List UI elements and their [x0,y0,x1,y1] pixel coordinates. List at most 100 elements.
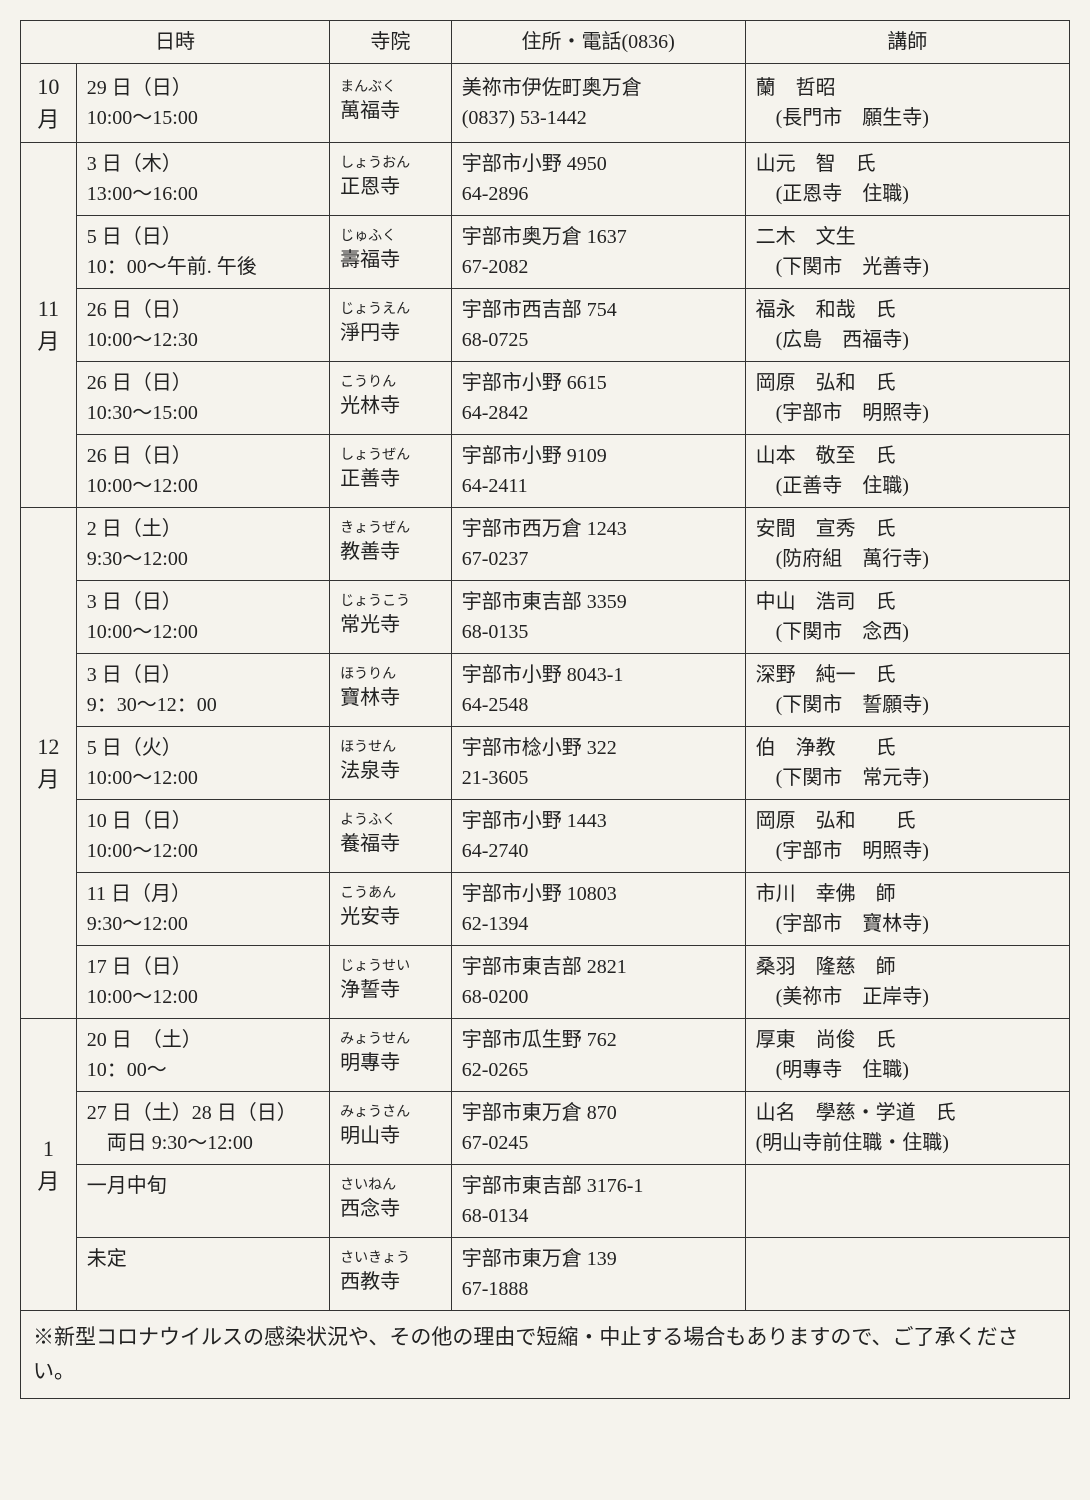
address-line1: 宇部市小野 9109 [462,445,607,467]
lecturer-cell: 伯 浄教 氏 (下関市 常元寺) [745,727,1069,800]
lecturer-name: 二木 文生 [756,226,856,248]
date-cell: 26 日（日）10:00～12:00 [76,435,329,508]
date-cell: 5 日（火） 10:00～12:00 [76,727,329,800]
lecturer-affiliation: (正善寺 住職) [756,475,909,497]
temple-cell: しょうおん正恩寺 [330,143,452,216]
note-row: ※新型コロナウイルスの感染状況や、その他の理由で短縮・中止する場合もありますので… [21,1311,1070,1399]
lecturer-name: 山名 學慈・学道 氏 [756,1102,956,1124]
lecturer-affiliation: (宇部市 明照寺) [756,402,929,424]
date-line1: 5 日（火） [87,737,182,759]
date-line2: 13:00～16:00 [87,183,198,205]
temple-ruby: まんぶく [340,80,441,95]
phone: 64-2548 [462,694,529,716]
temple-ruby: みょうさん [340,1105,441,1120]
date-line2: 10:00～12:00 [87,767,198,789]
lecturer-cell: 福永 和哉 氏 (広島 西福寺) [745,289,1069,362]
address-line1: 宇部市東吉部 2821 [462,956,627,978]
phone: 68-0135 [462,621,529,643]
date-line1: 3 日（木） [87,153,182,175]
date-line2: 9：30～12：00 [87,694,217,716]
lecturer-affiliation: (下関市 誓願寺) [756,694,929,716]
date-line2: 9:30～12:00 [87,548,188,570]
address-cell: 宇部市瓜生野 76262-0265 [451,1019,745,1092]
phone: 62-0265 [462,1059,529,1081]
lecturer-name: 福永 和哉 氏 [756,299,896,321]
date-line1: 11 日（月） [87,883,191,905]
month-label: 11月 [21,143,77,508]
date-line1: 26 日（日） [87,372,192,394]
date-cell: 20 日 （土）10：00～ [76,1019,329,1092]
month-label: 1月 [21,1019,77,1311]
temple-cell: じゅふく壽福寺 [330,216,452,289]
temple-cell: みょうせん明專寺 [330,1019,452,1092]
phone: 64-2411 [462,475,528,497]
lecturer-name: 山元 智 氏 [756,153,876,175]
temple-ruby: しょうぜん [340,448,441,463]
lecturer-name: 安間 宣秀 氏 [756,518,896,540]
date-cell: 一月中旬 [76,1165,329,1238]
phone: 67-0245 [462,1132,529,1154]
table-row: 5 日（火）10:00～12:00ほうせん法泉寺宇部市棯小野 32221-360… [21,727,1070,800]
address-cell: 宇部市小野 9109 64-2411 [451,435,745,508]
lecturer-affiliation: (長門市 願生寺) [756,107,929,129]
temple-cell: まんぶく萬福寺 [330,64,452,143]
date-line2: 10:00～12:30 [87,329,198,351]
table-row: 未定 さいきょう西教寺宇部市東万倉 13967-1888 [21,1238,1070,1311]
temple-ruby: きょうぜん [340,521,441,536]
date-cell: 2 日（土） 9:30～12:00 [76,508,329,581]
header-lecturer: 講師 [745,21,1069,64]
lecturer-cell: 山元 智 氏 (正恩寺 住職) [745,143,1069,216]
temple-name: 壽福寺 [340,249,400,271]
date-cell: 未定 [76,1238,329,1311]
lecturer-affiliation: (宇部市 寶林寺) [756,913,929,935]
temple-ruby: じゅふく [340,229,441,244]
address-cell: 宇部市東吉部 3176-168-0134 [451,1165,745,1238]
temple-name: 光安寺 [340,906,400,928]
address-line1: 宇部市東吉部 3359 [462,591,627,613]
address-cell: 宇部市小野 144364-2740 [451,800,745,873]
date-cell: 10 日（日）10:00～12:00 [76,800,329,873]
address-cell: 宇部市東吉部 3359 68-0135 [451,581,745,654]
lecturer-name: 市川 幸佛 師 [756,883,896,905]
date-line1: 一月中旬 [87,1175,167,1197]
address-line1: 宇部市小野 4950 [462,153,607,175]
address-line1: 宇部市東万倉 139 [462,1248,617,1270]
table-row: 12月2 日（土）9:30～12:00きょうぜん教善寺宇部市西万倉 124367… [21,508,1070,581]
date-cell: 5 日（日）10：00～午前. 午後 [76,216,329,289]
phone: 62-1394 [462,913,529,935]
date-line1: 3 日（日） [87,664,182,686]
address-line1: 宇部市奥万倉 1637 [462,226,627,248]
temple-name: 光林寺 [340,395,400,417]
temple-ruby: ほうせん [340,740,441,755]
date-line1: 29 日（日） [87,77,192,99]
date-line1: 2 日（土） [87,518,182,540]
temple-name: 正恩寺 [340,176,400,198]
table-row: 10 日（日）10:00～12:00ようふく養福寺宇部市小野 144364-27… [21,800,1070,873]
lecturer-cell: 岡原 弘和 氏 (宇部市 明照寺) [745,362,1069,435]
date-cell: 27 日（土）28 日（日） 両日 9:30～12:00 [76,1092,329,1165]
date-line1: 27 日（土）28 日（日） [87,1102,297,1124]
temple-name: 養福寺 [340,833,400,855]
lecturer-name: 中山 浩司 氏 [756,591,896,613]
temple-name: 明山寺 [340,1125,400,1147]
date-line2: 両日 9:30～12:00 [87,1132,253,1154]
phone: 67-2082 [462,256,529,278]
table-row: 17 日（日）10:00～12:00じょうせい浄誓寺宇部市東吉部 282168-… [21,946,1070,1019]
table-row: 11月3 日（木）13:00～16:00しょうおん正恩寺宇部市小野 495064… [21,143,1070,216]
date-cell: 11 日（月）9:30～12:00 [76,873,329,946]
lecturer-cell [745,1165,1069,1238]
address-cell: 宇部市小野 1080362-1394 [451,873,745,946]
phone: 21-3605 [462,767,529,789]
phone: 68-0200 [462,986,529,1008]
phone: 67-1888 [462,1278,529,1300]
table-row: 26 日（日）10:00～12:00しょうぜん正善寺宇部市小野 9109 64-2… [21,435,1070,508]
temple-name: 寶林寺 [340,687,400,709]
address-cell: 宇部市西万倉 124367-0237 [451,508,745,581]
lecturer-affiliation: (広島 西福寺) [756,329,909,351]
temple-cell: しょうぜん正善寺 [330,435,452,508]
date-line1: 10 日（日） [87,810,192,832]
lecturer-name: 蘭 哲昭 [756,77,836,99]
date-line1: 3 日（日） [87,591,182,613]
table-row: 27 日（土）28 日（日） 両日 9:30～12:00みょうさん明山寺宇部市東… [21,1092,1070,1165]
temple-ruby: じょうえん [340,302,441,317]
